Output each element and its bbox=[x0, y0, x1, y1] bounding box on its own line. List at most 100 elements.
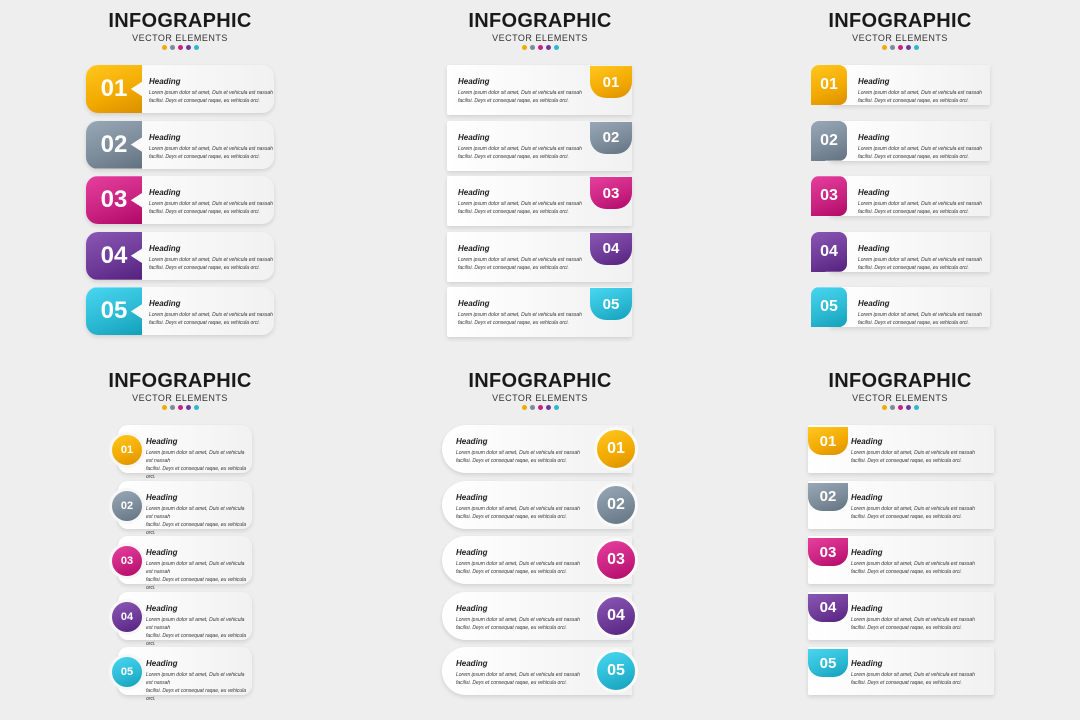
description-line-2: facilisi. Deys et consequat raqae, eu ve… bbox=[858, 264, 969, 271]
color-dots bbox=[720, 405, 1080, 410]
step-number-badge: 04 bbox=[594, 593, 638, 638]
panel-title: INFOGRAPHIC bbox=[828, 370, 972, 392]
step-description: Lorem ipsum dolor sit amet, Duis et vehi… bbox=[858, 89, 986, 105]
step-number-badge: 01 bbox=[811, 65, 847, 105]
description-line-2: facilisi. Deys et consequat raqae, eu ve… bbox=[458, 264, 569, 271]
step-heading: Heading bbox=[458, 132, 490, 142]
step-number-badge: 02 bbox=[109, 487, 145, 524]
panel-subtitle: VECTOR ELEMENTS bbox=[492, 393, 588, 403]
step-heading: Heading bbox=[149, 188, 181, 198]
color-dot bbox=[913, 405, 919, 410]
color-dots bbox=[360, 405, 720, 410]
description-line-1: Lorem ipsum dolor sit amet, Duis et vehi… bbox=[456, 672, 580, 679]
description-line-1: Lorem ipsum dolor sit amet, Duis et vehi… bbox=[858, 145, 982, 152]
description-line-2: facilisi. Deys et consequat raqae, eu ve… bbox=[149, 98, 260, 104]
step-description: Lorem ipsum dolor sit amet, Duis et vehi… bbox=[851, 505, 991, 521]
color-dot bbox=[905, 405, 911, 410]
color-dot bbox=[521, 405, 527, 410]
description-line-2: facilisi. Deys et consequat raqae, eu ve… bbox=[851, 680, 962, 687]
step-heading: Heading bbox=[456, 437, 488, 446]
description-line-1: Lorem ipsum dolor sit amet, Duis et vehi… bbox=[851, 672, 975, 679]
description-line-1: Lorem ipsum dolor sit amet, Duis et vehi… bbox=[458, 256, 582, 263]
infographic-panel-5: INFOGRAPHIC VECTOR ELEMENTS 01 Heading Lorem… bbox=[360, 360, 720, 720]
step-description: Lorem ipsum dolor sit amet, Duis et vehi… bbox=[851, 616, 991, 632]
description-line-1: Lorem ipsum dolor sit amet, Duis et vehi… bbox=[851, 505, 975, 512]
step-heading: Heading bbox=[851, 492, 883, 502]
step-heading: Heading bbox=[851, 548, 883, 558]
step-description: Lorem ipsum dolor sit amet, Duis et vehi… bbox=[858, 311, 986, 327]
step-number-badge: 01 bbox=[808, 427, 848, 455]
description-line-1: Lorem ipsum dolor sit amet, Duis et vehi… bbox=[858, 201, 982, 208]
description-line-2: facilisi. Deys et consequat raqae, eu ve… bbox=[458, 153, 569, 160]
step-heading: Heading bbox=[456, 659, 488, 669]
color-dot bbox=[545, 45, 551, 50]
step-description: Lorem ipsum dolor sit amet, Duis et vehi… bbox=[458, 89, 588, 105]
color-dot bbox=[185, 405, 191, 410]
step-number-badge: 05 bbox=[594, 649, 638, 694]
step-number-badge: 01 bbox=[109, 432, 145, 468]
color-dot bbox=[881, 405, 887, 410]
step-description: Lorem ipsum dolor sit amet, Duis et vehi… bbox=[851, 449, 991, 465]
step-description: Lorem ipsum dolor sit amet, Duis et vehi… bbox=[146, 505, 250, 537]
color-dot bbox=[553, 45, 559, 50]
panel-title: INFOGRAPHIC bbox=[108, 10, 252, 32]
step-number-badge: 04 bbox=[590, 232, 632, 265]
step-description: Lorem ipsum dolor sit amet, Duis et vehi… bbox=[858, 145, 986, 161]
color-dot bbox=[185, 45, 191, 50]
step-description: Lorem ipsum dolor sit amet, Duis et vehi… bbox=[851, 671, 991, 687]
description-line-1: Lorem ipsum dolor sit amet, Duis et vehi… bbox=[858, 312, 982, 319]
color-dot bbox=[177, 45, 183, 50]
step-heading: Heading bbox=[146, 659, 178, 669]
infographic-panel-6: INFOGRAPHIC VECTOR ELEMENTS 01 Heading Lorem… bbox=[720, 360, 1080, 720]
step-heading: Heading bbox=[149, 132, 181, 142]
step-number-badge: 02 bbox=[86, 120, 142, 169]
step-heading: Heading bbox=[146, 437, 178, 446]
panel-subtitle: VECTOR ELEMENTS bbox=[132, 33, 228, 43]
step-heading: Heading bbox=[858, 243, 890, 253]
color-dot bbox=[161, 45, 167, 50]
step-number-badge: 02 bbox=[811, 120, 847, 161]
description-line-1: Lorem ipsum dolor sit amet, Duis et vehi… bbox=[851, 561, 975, 568]
description-line-1: Lorem ipsum dolor sit amet, Duis et vehi… bbox=[458, 201, 582, 208]
color-dot bbox=[529, 45, 535, 50]
color-dot bbox=[161, 405, 167, 410]
panel-subtitle: VECTOR ELEMENTS bbox=[852, 393, 948, 403]
description-line-1: Lorem ipsum dolor sit amet, Duis et vehi… bbox=[149, 312, 273, 319]
color-dot bbox=[881, 45, 887, 50]
description-line-2: facilisi. Deys et consequat raqae, eu ve… bbox=[146, 688, 247, 703]
step-description: Lorem ipsum dolor sit amet, Duis et vehi… bbox=[858, 200, 986, 216]
description-line-2: facilisi. Deys et consequat raqae, eu ve… bbox=[851, 624, 962, 631]
step-heading: Heading bbox=[458, 77, 490, 86]
infographic-panel-3: INFOGRAPHIC VECTOR ELEMENTS 01 Heading Lorem… bbox=[720, 0, 1080, 360]
description-line-1: Lorem ipsum dolor sit amet, Duis et vehi… bbox=[858, 256, 982, 263]
step-heading: Heading bbox=[458, 188, 490, 198]
step-heading: Heading bbox=[858, 299, 890, 309]
step-description: Lorem ipsum dolor sit amet, Duis et vehi… bbox=[456, 449, 590, 465]
color-dot bbox=[905, 45, 911, 50]
panel-subtitle: VECTOR ELEMENTS bbox=[852, 33, 948, 43]
step-number-badge: 05 bbox=[109, 654, 145, 691]
description-line-1: Lorem ipsum dolor sit amet, Duis et vehi… bbox=[149, 201, 273, 208]
description-line-1: Lorem ipsum dolor sit amet, Duis et vehi… bbox=[149, 256, 273, 263]
infographic-panel-4: INFOGRAPHIC VECTOR ELEMENTS 01 Heading Lorem… bbox=[0, 360, 360, 720]
step-description: Lorem ipsum dolor sit amet, Duis et vehi… bbox=[458, 200, 588, 216]
step-heading: Heading bbox=[149, 77, 181, 86]
step-description: Lorem ipsum dolor sit amet, Duis et vehi… bbox=[149, 311, 273, 327]
step-heading: Heading bbox=[858, 77, 890, 86]
step-heading: Heading bbox=[456, 548, 488, 558]
step-number-badge: 01 bbox=[590, 66, 632, 98]
step-heading: Heading bbox=[149, 243, 181, 253]
step-description: Lorem ipsum dolor sit amet, Duis et vehi… bbox=[149, 200, 273, 216]
description-line-2: facilisi. Deys et consequat raqae, eu ve… bbox=[146, 466, 247, 480]
color-dots bbox=[360, 45, 720, 50]
step-description: Lorem ipsum dolor sit amet, Duis et vehi… bbox=[858, 256, 986, 272]
description-line-1: Lorem ipsum dolor sit amet, Duis et vehi… bbox=[149, 90, 273, 96]
step-description: Lorem ipsum dolor sit amet, Duis et vehi… bbox=[456, 505, 590, 521]
step-number-badge: 05 bbox=[590, 288, 632, 321]
step-number-badge: 01 bbox=[594, 427, 638, 471]
color-dots bbox=[0, 45, 360, 50]
step-description: Lorem ipsum dolor sit amet, Duis et vehi… bbox=[149, 256, 273, 272]
step-heading: Heading bbox=[149, 299, 181, 309]
description-line-1: Lorem ipsum dolor sit amet, Duis et vehi… bbox=[146, 450, 245, 464]
color-dot bbox=[529, 405, 535, 410]
